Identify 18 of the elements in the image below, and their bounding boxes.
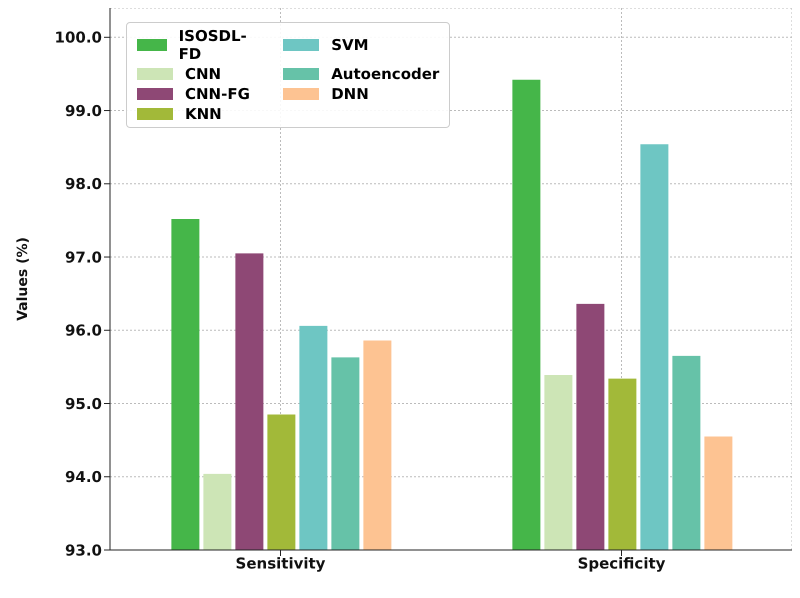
y-tick-label: 99.0 <box>64 102 102 120</box>
x-tick-label: Specificity <box>578 554 666 573</box>
y-axis-title: Values (%) <box>14 237 31 321</box>
y-tick-label: 96.0 <box>64 322 102 340</box>
legend-label: CNN-FG <box>185 85 250 103</box>
legend-label: DNN <box>331 85 369 103</box>
y-tick-label: 98.0 <box>64 175 102 194</box>
y-tick-label: 97.0 <box>64 248 102 266</box>
legend-label: Autoencoder <box>331 65 440 83</box>
x-tick-label: Sensitivity <box>236 554 326 573</box>
legend-label: ISOSDL-FD <box>178 27 248 63</box>
y-tick-label: 95.0 <box>64 394 102 413</box>
legend-label: KNN <box>185 105 222 123</box>
legend-label: SVM <box>331 36 369 54</box>
y-tick-label: 93.0 <box>64 541 102 560</box>
y-tick-label: 100.0 <box>54 28 102 47</box>
y-tick-label: 94.0 <box>64 468 102 486</box>
legend-label: CNN <box>185 65 222 83</box>
